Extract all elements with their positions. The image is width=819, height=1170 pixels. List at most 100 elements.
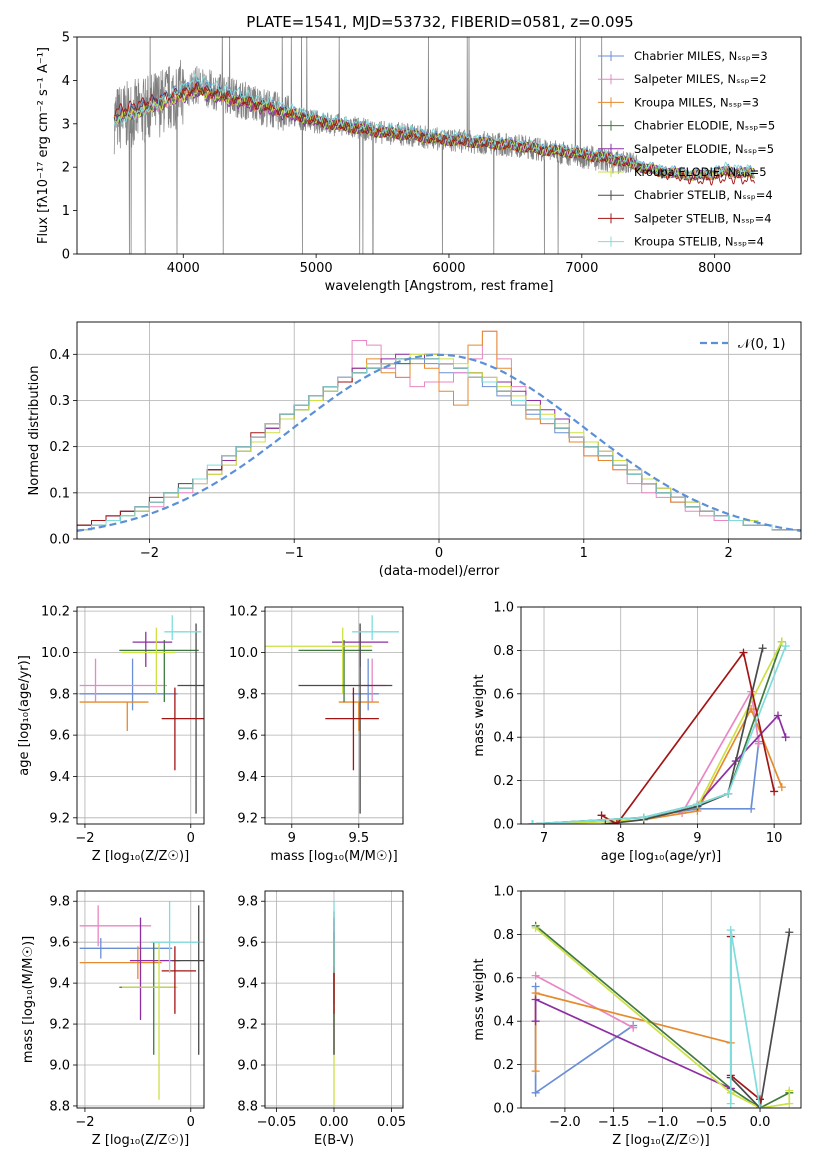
- y-tick-label-0: 8.8: [49, 1099, 70, 1114]
- y-tick-label-2: 9.6: [237, 729, 258, 744]
- x-tick-label-4: 2: [724, 546, 732, 561]
- y-tick-label-4: 4: [62, 74, 70, 89]
- histogram-series-2: [77, 330, 801, 535]
- weight-marker-5-0: [531, 923, 540, 932]
- weight-marker-4-3: [781, 733, 790, 742]
- weight-marker-8-4: [781, 642, 790, 651]
- weight-marker-2-0: [531, 1067, 540, 1076]
- y-tick-label-4: 10.0: [229, 646, 258, 661]
- x-tick-label-3: 10: [766, 831, 783, 846]
- y-tick-label-4: 0.8: [493, 644, 514, 659]
- weight-series-6: [730, 932, 791, 1108]
- x-axis-label: (data-model)/error: [379, 564, 500, 579]
- histogram-series-5: [77, 353, 801, 535]
- y-tick-label-0: 9.2: [237, 811, 258, 826]
- y-axis-label: Normed distribution: [27, 366, 42, 496]
- x-axis-label: Z [log₁₀(Z/Z☉)]: [92, 1133, 189, 1148]
- weight-marker-8-0: [528, 820, 537, 824]
- x-tick-label-1: 8: [617, 831, 625, 846]
- x-tick-label-3: 7000: [565, 261, 598, 276]
- weight-marker-8-0: [726, 1099, 735, 1108]
- y-tick-label-5: 1.0: [493, 601, 514, 616]
- y-tick-label-5: 9.8: [237, 895, 258, 910]
- weight-marker-4-2: [773, 711, 782, 720]
- weight-marker-4-1: [531, 995, 540, 1004]
- spectrum-plot-area: [113, 37, 755, 254]
- weight-marker-0-1: [531, 1088, 540, 1097]
- weight-marker-5-4: [785, 1086, 794, 1095]
- y-tick-label-1: 0.2: [493, 1058, 514, 1073]
- weight-marker-7-0: [597, 811, 606, 820]
- axes-frame: [520, 890, 802, 1109]
- weight-plot-area: [528, 637, 790, 824]
- errorbar-plot-area: [79, 615, 204, 814]
- histogram-series-8: [77, 358, 801, 531]
- y-tick-label-1: 9.4: [49, 770, 70, 785]
- weight-marker-5-4: [777, 637, 786, 646]
- y-tick-label-5: 10.2: [229, 605, 258, 620]
- x-tick-label-3: −0.5: [695, 1115, 727, 1130]
- weight-series-4: [696, 713, 787, 806]
- legend-label-4: Salpeter ELODIE, Nₛₛₚ=5: [634, 142, 774, 156]
- y-tick-label-3: 0.6: [493, 971, 514, 986]
- weight-marker-8-2: [756, 1104, 765, 1108]
- x-tick-label-2: −1.0: [647, 1115, 679, 1130]
- x-tick-label-3: 1: [580, 546, 588, 561]
- x-tick-label-0: 4000: [167, 261, 200, 276]
- y-tick-label-1: 9.4: [237, 770, 258, 785]
- weight-marker-7-2: [756, 1095, 765, 1104]
- weight-marker-0-3: [747, 804, 756, 813]
- y-tick-label-4: 10.0: [41, 646, 70, 661]
- weight-marker-2-3: [777, 783, 786, 792]
- x-tick-label-4: 8000: [698, 261, 731, 276]
- axes-frame: [76, 321, 802, 540]
- y-tick-label-3: 9.8: [49, 687, 70, 702]
- histogram-series-7: [77, 358, 801, 531]
- weight-marker-6-0: [601, 820, 610, 824]
- y-axis-label: Flux [fλ10⁻¹⁷ erg cm⁻² s⁻¹ A⁻¹]: [36, 47, 51, 244]
- weight-marker-1-2: [754, 739, 763, 748]
- axes-frame: [264, 890, 404, 1109]
- y-tick-label-2: 9.6: [49, 729, 70, 744]
- x-tick-label-2: 0.05: [377, 1115, 406, 1130]
- y-tick-label-5: 9.8: [49, 895, 70, 910]
- axes-frame: [76, 606, 205, 825]
- x-tick-label-0: 7: [540, 831, 548, 846]
- y-tick-label-2: 9.2: [49, 1018, 70, 1033]
- weight-series-3: [535, 925, 790, 1108]
- y-tick-label-1: 9.0: [49, 1059, 70, 1074]
- model-spectrum-line-8: [113, 73, 755, 179]
- x-axis-label: wavelength [Angstrom, rest frame]: [325, 279, 554, 294]
- x-axis-label: mass [log₁₀(M/M☉)]: [270, 849, 397, 864]
- x-tick-label-1: 0: [187, 1115, 195, 1130]
- z-vs-mass-weight-panel: −2.0 −1.5 −1.0 −0.5 0.0 0.0 0.2 0.4 0.6 0.8 1.0 Z […: [472, 885, 802, 1148]
- axes-frame: [264, 606, 404, 825]
- legend-label-0: Chabrier MILES, Nₛₛₚ=3: [634, 49, 768, 63]
- weight-series-2: [643, 706, 783, 821]
- x-tick-label-0: −0.05: [257, 1115, 297, 1130]
- y-tick-label-1: 0.1: [49, 486, 70, 501]
- y-tick-label-3: 3: [62, 117, 70, 132]
- y-tick-label-5: 10.2: [41, 605, 70, 620]
- y-tick-label-1: 1: [62, 204, 70, 219]
- x-tick-label-0: −2: [75, 831, 94, 846]
- histogram-series-0: [77, 358, 801, 531]
- z-vs-mass-panel: −2 0 8.8 9.0 9.2 9.4 9.6 9.8 Z [log₁₀(Z/Z☉)] mass…: [21, 890, 205, 1148]
- weight-marker-6-2: [785, 928, 794, 937]
- y-tick-label-0: 0: [62, 248, 70, 263]
- figure-title: PLATE=1541, MJD=53732, FIBERID=0581, z=0…: [246, 13, 633, 31]
- y-tick-label-0: 9.2: [49, 811, 70, 826]
- x-tick-label-1: −1: [285, 546, 304, 561]
- mass-vs-age-panel: 9 9.5 9.2 9.4 9.6 9.8 10.0 10.2 mass [log₁₀(M/M☉…: [229, 605, 404, 864]
- y-tick-label-5: 5: [62, 31, 70, 46]
- y-tick-label-3: 0.3: [49, 394, 70, 409]
- residual-histogram-panel: −2 −1 0 1 2 0.0 0.1 0.2 0.3 0.4 (data-model)/error…: [27, 321, 802, 579]
- x-tick-label-0: 9: [288, 831, 296, 846]
- y-tick-label-4: 0.4: [49, 348, 70, 363]
- legend-label-3: Chabrier ELODIE, Nₛₛₚ=5: [634, 119, 775, 133]
- x-tick-label-0: −2: [140, 546, 159, 561]
- y-tick-label-4: 9.6: [237, 936, 258, 951]
- weight-marker-4-0: [531, 1017, 540, 1026]
- weight-plot-area: [531, 921, 794, 1108]
